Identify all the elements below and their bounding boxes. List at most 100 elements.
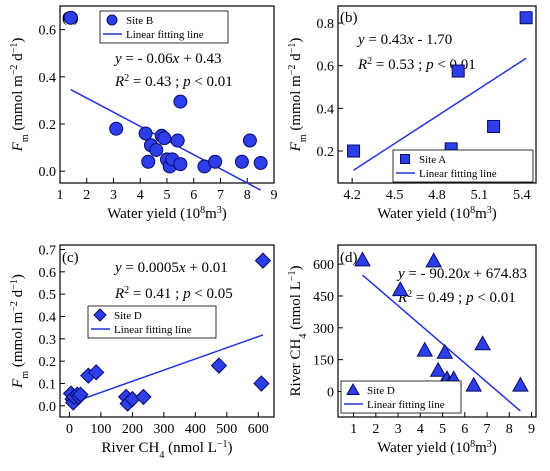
- x-tick-label: 7: [484, 422, 491, 437]
- legend-series-label: Site B: [126, 15, 153, 27]
- y-tick-label: 0.6: [39, 24, 57, 39]
- data-point: [109, 121, 124, 136]
- x-tick-label: 300: [153, 422, 174, 437]
- data-point: [173, 94, 188, 109]
- y-tick-label: 0.3: [39, 333, 57, 348]
- data-point: [208, 154, 223, 169]
- panel-a-equation: y = - 0.06x + 0.43: [113, 51, 222, 67]
- data-point: [173, 157, 188, 172]
- y-tick-label: 0.2: [317, 145, 335, 160]
- data-point: [487, 119, 501, 133]
- x-tick-label: 400: [185, 422, 206, 437]
- y-tick-label: 0.5: [39, 288, 57, 303]
- data-point: [157, 131, 172, 146]
- x-axis-title: Water yield (108m3): [377, 439, 497, 457]
- legend-fit-label: Linear fitting line: [126, 29, 204, 41]
- legend: Site D Linear fitting line: [340, 380, 462, 414]
- data-point: [72, 386, 89, 403]
- legend: Site A Linear fitting line: [392, 149, 534, 183]
- x-tick-label: 7: [217, 188, 224, 203]
- y-tick-label: 0.8: [317, 17, 335, 32]
- x-tick-label: 500: [216, 422, 237, 437]
- data-point: [135, 388, 152, 406]
- panel-d-equation: y = - 90.20x + 674.83: [396, 266, 527, 282]
- x-axis-title: Water yield (108m3): [377, 205, 497, 223]
- panel-c-label: (c): [62, 250, 79, 266]
- x-tick-label: 5.1: [471, 188, 489, 203]
- y-tick-label: 0.2: [39, 118, 57, 133]
- panel-d-r2: R2 = 0.49 ; p < 0.01: [397, 289, 516, 307]
- panel-a-r2: R2 = 0.43 ; p < 0.01: [114, 73, 233, 91]
- data-point: [429, 361, 447, 377]
- x-tick-label: 100: [90, 422, 111, 437]
- data-point: [63, 10, 78, 25]
- x-tick-label: 3: [110, 188, 117, 203]
- legend: Site B Linear fitting line: [99, 10, 229, 44]
- data-point: [138, 126, 153, 141]
- panel-b-label: (b): [340, 10, 358, 26]
- x-tick-label: 9: [528, 422, 535, 437]
- legend-marker: [106, 14, 118, 26]
- legend-marker: [93, 308, 107, 322]
- data-point: [253, 375, 270, 392]
- y-tick-label: 0.6: [39, 266, 57, 281]
- panel-d-label: (d): [340, 250, 358, 266]
- y-tick-label: 150: [313, 354, 334, 369]
- data-point: [512, 376, 529, 392]
- x-axis-title: River CH4 (nmol L−1): [101, 439, 232, 461]
- x-tick-label: 4.2: [343, 188, 361, 203]
- x-tick-label: 4: [417, 422, 424, 437]
- legend-fit-label: Linear fitting line: [419, 168, 497, 180]
- y-tick-label: 600: [313, 258, 334, 273]
- x-tick-label: 3: [395, 422, 402, 437]
- panel-c-r2: R2 = 0.41 ; p < 0.05: [114, 285, 233, 303]
- y-tick-label: 0.0: [39, 165, 57, 180]
- data-point: [254, 252, 272, 269]
- data-point: [253, 155, 268, 170]
- y-axis-title: River CH4 (nmol L−1): [287, 265, 309, 396]
- x-tick-label: 5.4: [513, 188, 531, 203]
- data-point: [451, 64, 465, 78]
- legend-series-label: Site D: [367, 385, 395, 397]
- data-point: [347, 144, 361, 158]
- legend-box: [99, 10, 229, 44]
- x-tick-label: 2: [83, 188, 90, 203]
- panel-d: (d) y = - 90.20x + 674.83 R2 = 0.49 ; p …: [287, 244, 537, 457]
- data-point: [149, 142, 164, 157]
- y-axis-title: Fm (mmol m−2 d−1): [9, 274, 31, 389]
- data-point: [425, 252, 443, 268]
- data-point: [170, 133, 185, 148]
- x-tick-label: 200: [122, 422, 143, 437]
- y-tick-label: 0.2: [39, 355, 57, 370]
- panel-a: (a) y = - 0.06x + 0.43 R2 = 0.43 ; p < 0…: [9, 5, 278, 222]
- y-tick-label: 0.0: [39, 400, 57, 415]
- plot-frame: [59, 244, 275, 418]
- legend-box: [87, 305, 217, 339]
- x-tick-label: 5: [439, 422, 446, 437]
- x-tick-label: 4.8: [428, 188, 446, 203]
- plot-frame: [337, 244, 537, 418]
- data-point: [87, 364, 105, 381]
- legend-box: [392, 149, 534, 183]
- x-tick-label: 600: [248, 422, 269, 437]
- data-point: [519, 11, 533, 25]
- legend: Site D Linear fitting line: [87, 305, 217, 339]
- x-tick-label: 6: [190, 188, 197, 203]
- x-tick-label: 8: [244, 188, 251, 203]
- panel-b: (b) y = 0.43x - 1.70 R2 = 0.53 ; p < 0.0…: [287, 5, 537, 223]
- x-tick-label: 9: [271, 188, 278, 203]
- y-axis-title: Fm (mmol m−2 d−1): [9, 38, 31, 153]
- data-point: [416, 341, 434, 357]
- data-point: [436, 343, 454, 359]
- x-tick-label: 8: [506, 422, 513, 437]
- linear-fit-line: [70, 334, 264, 404]
- x-tick-label: 5: [164, 188, 171, 203]
- panel-b-equation: y = 0.43x - 1.70: [356, 32, 452, 48]
- panel-c-equation: y = 0.0005x + 0.01: [113, 260, 228, 276]
- y-tick-label: 0.1: [39, 377, 57, 392]
- y-tick-label: 0: [327, 386, 334, 401]
- x-tick-label: 1: [57, 188, 64, 203]
- legend-series-label: Site A: [419, 154, 446, 166]
- legend-fit-label: Linear fitting line: [367, 399, 445, 411]
